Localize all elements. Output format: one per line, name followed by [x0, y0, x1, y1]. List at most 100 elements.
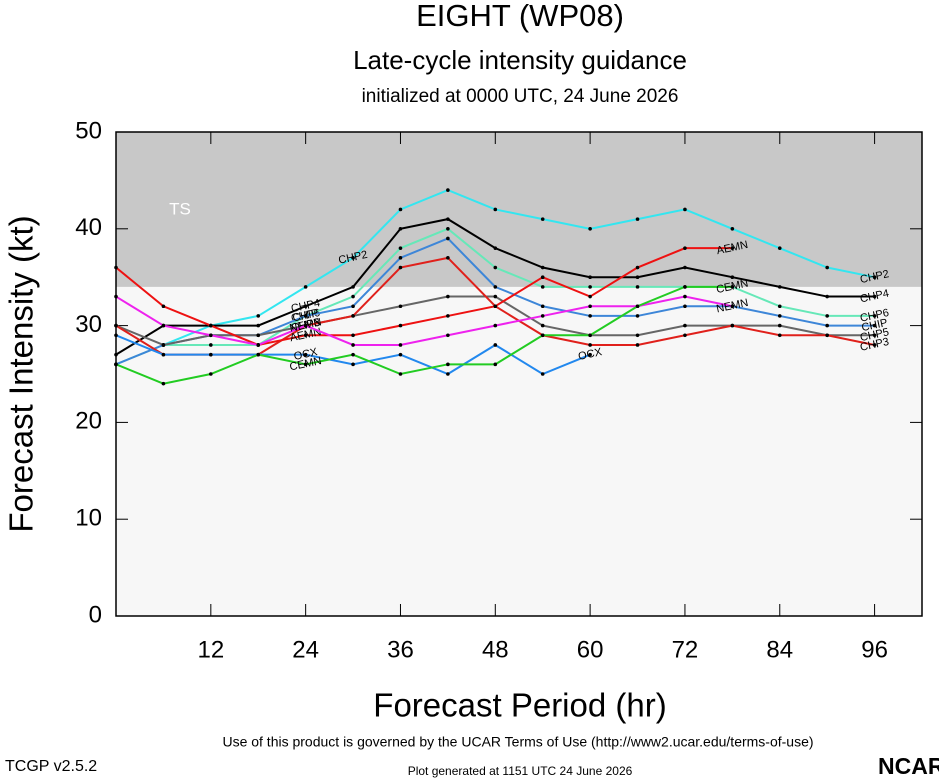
data-point	[825, 333, 829, 338]
data-point	[161, 381, 166, 386]
data-point	[493, 246, 498, 250]
x-tick-label: 48	[482, 636, 509, 663]
data-point	[730, 285, 735, 289]
data-point	[209, 372, 213, 376]
data-point	[730, 246, 735, 250]
series-label: CHP2	[859, 268, 890, 286]
data-point	[825, 294, 829, 299]
data-point	[683, 323, 687, 328]
y-tick-label: 40	[75, 214, 102, 241]
data-point	[683, 294, 687, 299]
data-point	[351, 333, 355, 338]
data-point	[398, 323, 403, 328]
data-point	[777, 323, 782, 328]
data-point	[209, 323, 213, 328]
data-point	[398, 265, 403, 270]
data-point	[872, 294, 877, 299]
init-text: initialized at 0000 UTC, 24 June 2026	[362, 86, 679, 107]
data-point	[256, 343, 261, 347]
data-point	[446, 362, 450, 367]
data-point	[635, 265, 640, 270]
data-point	[588, 275, 592, 280]
data-point	[161, 352, 166, 357]
data-point	[540, 323, 545, 328]
data-point	[777, 246, 782, 250]
data-point	[351, 304, 355, 309]
series-label: CHIP	[292, 307, 320, 324]
data-point	[588, 352, 592, 357]
data-point	[588, 304, 592, 309]
data-point	[635, 333, 640, 338]
data-point	[161, 343, 166, 347]
series-label: CHP5	[859, 326, 890, 344]
data-point	[351, 256, 355, 260]
data-point	[683, 285, 687, 289]
series-label: CHP4	[859, 288, 890, 306]
data-point	[777, 333, 782, 338]
data-point	[825, 323, 829, 328]
data-point	[493, 285, 498, 289]
series-label: OCX	[293, 346, 319, 363]
series-label: CHP6	[859, 307, 890, 325]
data-point	[446, 333, 450, 338]
data-point	[683, 246, 687, 250]
series-label: OCX	[577, 346, 603, 363]
data-point	[777, 285, 782, 289]
data-point	[493, 362, 498, 367]
data-point	[209, 343, 213, 347]
data-point	[872, 323, 877, 328]
series-label: CHIP	[860, 317, 888, 334]
y-tick-label: 10	[75, 505, 102, 532]
chart-title: EIGHT (WP08)	[416, 0, 624, 33]
data-point	[730, 275, 735, 280]
data-point	[540, 333, 545, 338]
data-point	[872, 343, 877, 347]
data-point	[730, 323, 735, 328]
data-point	[540, 285, 545, 289]
data-point	[446, 256, 450, 260]
data-point	[872, 333, 877, 338]
footer: Use of this product is governed by the U…	[222, 734, 813, 750]
data-point	[303, 314, 308, 318]
data-point	[446, 217, 450, 221]
series-label: CHP2	[337, 249, 368, 267]
x-tick-label: 12	[197, 636, 224, 663]
plot-frame	[115, 131, 923, 617]
intensity-band	[116, 132, 922, 287]
logo: NCAR	[878, 753, 939, 779]
data-point	[303, 333, 308, 338]
data-point	[256, 333, 261, 338]
x-tick-label: 24	[292, 636, 319, 663]
chart-subtitle: Late-cycle intensity guidance	[353, 45, 687, 75]
data-point	[635, 217, 640, 221]
data-point	[493, 343, 498, 347]
data-point	[351, 285, 355, 289]
data-point	[446, 314, 450, 318]
data-point	[398, 227, 403, 231]
data-point	[540, 304, 545, 309]
data-point	[540, 275, 545, 280]
y-tick-label: 20	[75, 408, 102, 435]
x-axis-label: Forecast Period (hr)	[373, 687, 666, 724]
data-point	[540, 217, 545, 221]
data-point	[209, 333, 213, 338]
data-point	[256, 323, 261, 328]
data-point	[825, 314, 829, 318]
data-point	[446, 294, 450, 299]
data-point	[161, 323, 166, 328]
data-point	[588, 285, 592, 289]
generated: Plot generated at 1151 UTC 24 June 2026	[408, 764, 633, 778]
data-point	[351, 294, 355, 299]
data-point	[209, 352, 213, 357]
data-point	[446, 236, 450, 241]
data-point	[398, 207, 403, 212]
series-line	[163, 188, 875, 346]
data-point	[398, 343, 403, 347]
data-point	[872, 275, 877, 280]
data-point	[493, 207, 498, 212]
data-point	[540, 372, 545, 376]
data-point	[493, 323, 498, 328]
data-point	[635, 304, 640, 309]
